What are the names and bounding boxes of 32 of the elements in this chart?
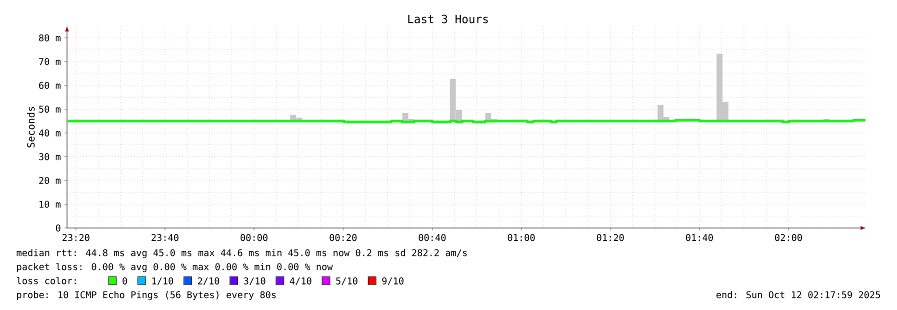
- text: packet loss: 0.00 % avg 0.00 % max 0.00 % min 0.00 % now: [17, 262, 333, 272]
- text: median rtt: 44.8 ms avg 45.0 ms max 44.6 ms min 45.0 ms now 0.2 ms sd 282.2 am/s: [16, 249, 467, 258]
- y-tick-label: 20 m: [39, 176, 61, 184]
- legend-label: 1/10: [152, 277, 174, 286]
- x-tick-label: 01:20: [596, 234, 624, 242]
- x-tick-label: 23:20: [62, 234, 90, 242]
- legend-label: 9/10: [382, 277, 404, 286]
- y-tick-label: 80 m: [39, 34, 61, 42]
- y-tick-label: 70 m: [39, 58, 61, 66]
- legend-label: 4/10: [290, 277, 312, 286]
- x-tick-label: 02:00: [775, 234, 802, 242]
- x-tick-label: 00:40: [418, 234, 446, 242]
- text: loss color:: [17, 276, 76, 284]
- chart-title: Last 3 Hours: [408, 14, 488, 24]
- x-tick-label: 01:40: [686, 234, 713, 242]
- y-tick-label: 10 m: [40, 200, 61, 208]
- x-tick-label: 23:40: [152, 234, 178, 242]
- y-axis-title: Seconds: [26, 106, 35, 148]
- legend-label: 0: [122, 277, 128, 284]
- y-tick-label: 0: [56, 224, 60, 232]
- x-tick-label: 00:20: [330, 234, 357, 242]
- legend-label: 2/10: [198, 277, 220, 286]
- y-tick-label: 30 m: [39, 153, 61, 160]
- text: end: Sun Oct 12 02:17:59 2025: [716, 291, 880, 298]
- x-tick-label: 01:00: [508, 234, 535, 242]
- x-tick-label: 00:00: [240, 234, 268, 242]
- legend-label: 3/10: [244, 277, 266, 286]
- y-tick-label: 50 m: [39, 106, 61, 113]
- y-tick-label: 40 m: [38, 129, 61, 136]
- text: probe: 10 ICMP Echo Pings (56 Bytes) every 80s: [17, 291, 276, 300]
- legend-label: 5/10: [336, 277, 358, 286]
- y-tick-label: 60 m: [39, 82, 61, 89]
